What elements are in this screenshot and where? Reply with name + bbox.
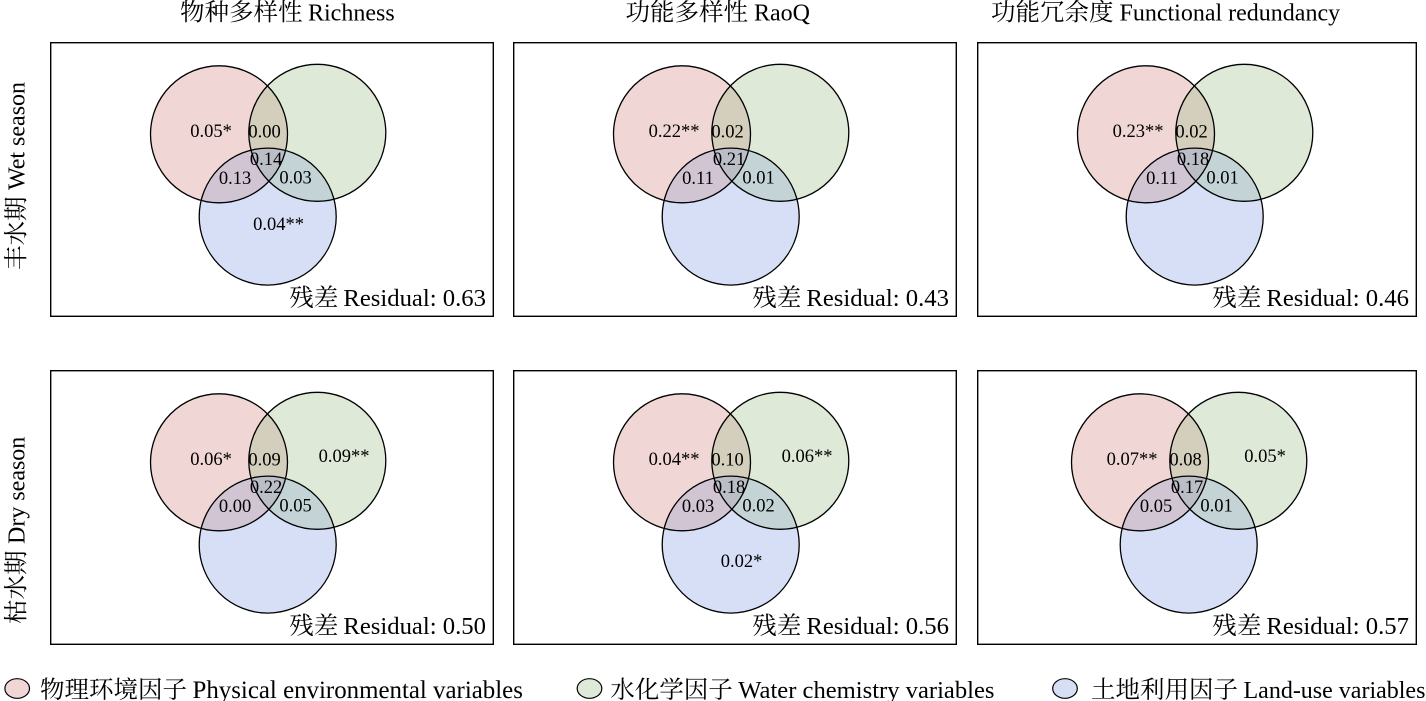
svg-text:Functional redundancy: Functional redundancy <box>1120 1 1341 27</box>
svg-text:0.18: 0.18 <box>713 478 745 498</box>
svg-text:0.18: 0.18 <box>1177 150 1209 170</box>
svg-text:0.00: 0.00 <box>248 123 280 143</box>
svg-text:0.02: 0.02 <box>711 123 743 143</box>
svg-text:0.05*: 0.05* <box>1244 447 1286 467</box>
svg-text:Residual: 0.43: Residual: 0.43 <box>806 285 949 312</box>
svg-text:0.09**: 0.09** <box>319 447 370 467</box>
svg-text:0.08: 0.08 <box>1169 451 1201 471</box>
svg-text:Physical environmental variabl: Physical environmental variables <box>193 677 523 701</box>
svg-text:RaoQ: RaoQ <box>754 1 810 27</box>
svg-text:Residual: 0.46: Residual: 0.46 <box>1266 285 1409 312</box>
svg-text:0.01: 0.01 <box>1206 169 1238 189</box>
svg-text:0.05: 0.05 <box>1140 497 1172 517</box>
svg-text:Residual: 0.56: Residual: 0.56 <box>806 613 949 640</box>
svg-text:0.00: 0.00 <box>219 497 251 517</box>
svg-text:0.11: 0.11 <box>682 169 714 189</box>
svg-text:Wet season: Wet season <box>5 82 31 190</box>
svg-text:Residual: 0.57: Residual: 0.57 <box>1266 613 1409 640</box>
svg-text:0.03: 0.03 <box>682 497 714 517</box>
svg-text:0.22: 0.22 <box>250 478 282 498</box>
svg-text:0.14: 0.14 <box>250 150 282 170</box>
svg-text:0.06**: 0.06** <box>782 447 833 467</box>
svg-text:0.11: 0.11 <box>1146 169 1178 189</box>
svg-text:0.07**: 0.07** <box>1107 450 1158 470</box>
svg-text:0.03: 0.03 <box>279 169 311 189</box>
svg-text:0.04**: 0.04** <box>649 450 700 470</box>
svg-text:0.23**: 0.23** <box>1113 122 1164 142</box>
svg-text:0.04**: 0.04** <box>253 215 304 235</box>
svg-text:0.05: 0.05 <box>279 497 311 517</box>
svg-text:0.17: 0.17 <box>1171 478 1203 498</box>
svg-text:0.06*: 0.06* <box>190 450 232 470</box>
svg-text:0.02*: 0.02* <box>721 552 763 572</box>
svg-text:0.05*: 0.05* <box>190 122 232 142</box>
svg-text:0.02: 0.02 <box>1175 123 1207 143</box>
svg-text:0.21: 0.21 <box>713 150 745 170</box>
svg-text:0.01: 0.01 <box>1200 497 1232 517</box>
svg-text:0.10: 0.10 <box>711 451 743 471</box>
svg-text:0.13: 0.13 <box>219 169 251 189</box>
svg-text:Richness: Richness <box>308 1 395 27</box>
svg-text:0.09: 0.09 <box>248 451 280 471</box>
svg-text:Residual: 0.50: Residual: 0.50 <box>343 613 486 640</box>
svg-text:Land-use variables: Land-use variables <box>1244 678 1426 701</box>
svg-text:0.22**: 0.22** <box>649 122 700 142</box>
svg-text:0.01: 0.01 <box>742 169 774 189</box>
svg-text:Water chemistry variables: Water chemistry variables <box>738 677 994 701</box>
svg-text:Dry season: Dry season <box>5 437 31 544</box>
svg-text:0.02: 0.02 <box>742 497 774 517</box>
svg-text:Residual: 0.63: Residual: 0.63 <box>343 285 486 312</box>
